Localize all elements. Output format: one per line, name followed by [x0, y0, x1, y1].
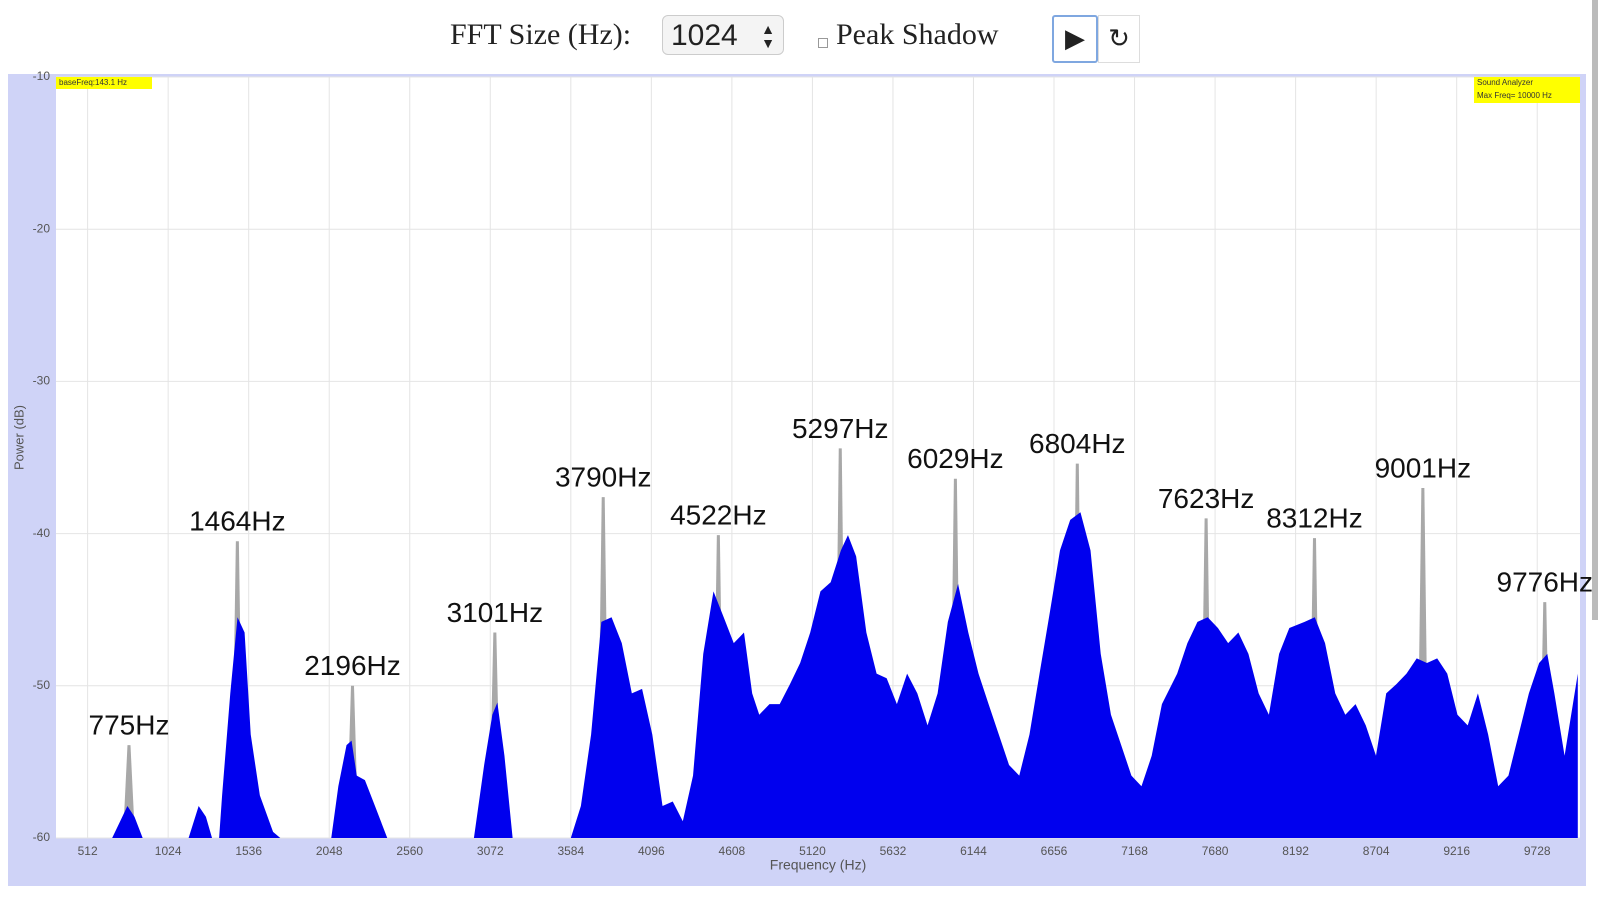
x-tick-label: 7680 [1202, 844, 1229, 858]
x-tick-label: 9728 [1524, 844, 1551, 858]
fft-select[interactable]: 1024 ▲ ▼ [662, 15, 784, 55]
peak-label: 2196Hz [304, 650, 401, 681]
y-tick-label: -20 [33, 221, 51, 235]
x-tick-label: 2560 [396, 844, 423, 858]
play-button[interactable]: ▶ [1052, 15, 1098, 63]
peak-label: 8312Hz [1266, 503, 1363, 534]
peak-label: 6804Hz [1029, 428, 1126, 459]
x-tick-label: 4096 [638, 844, 665, 858]
y-axis-label: Power (dB) [11, 405, 26, 470]
info-box [1474, 77, 1580, 103]
x-tick-label: 6656 [1041, 844, 1068, 858]
peak-label: 9776Hz [1497, 566, 1594, 597]
spectrum-area [56, 512, 1578, 838]
info-box [56, 77, 152, 89]
x-tick-label: 5632 [880, 844, 907, 858]
x-tick-label: 3072 [477, 844, 504, 858]
peak-label: 9001Hz [1375, 452, 1472, 483]
reset-button[interactable]: ↻ [1098, 15, 1140, 63]
x-tick-label: 8192 [1282, 844, 1309, 858]
peak-label: 3101Hz [447, 597, 544, 628]
toolbar: FFT Size (Hz): 1024 ▲ ▼ Peak Shadow ▶ ↻ [0, 0, 1600, 72]
y-tick-label: -30 [33, 374, 51, 388]
x-tick-label: 8704 [1363, 844, 1390, 858]
y-tick-label: -40 [33, 526, 51, 540]
peak-label: 6029Hz [907, 443, 1004, 474]
peak-label: 4522Hz [670, 500, 767, 531]
info-right: Sound Analyzer [1477, 78, 1533, 87]
info-left: baseFreq:143.1 Hz [59, 78, 127, 87]
y-tick-label: -10 [33, 69, 51, 83]
x-axis-label: Frequency (Hz) [770, 857, 866, 873]
info-right: Max Freq= 10000 Hz [1477, 91, 1552, 100]
peak-label: 775Hz [89, 710, 170, 741]
fft-value: 1024 [671, 19, 738, 52]
x-tick-label: 5120 [799, 844, 826, 858]
y-tick-label: -60 [33, 830, 51, 844]
shadow-label: Peak Shadow [836, 18, 999, 51]
fft-label: FFT Size (Hz): [450, 18, 632, 51]
x-tick-label: 512 [78, 844, 98, 858]
x-tick-label: 3584 [557, 844, 584, 858]
x-tick-label: 7168 [1121, 844, 1148, 858]
y-tick-label: -50 [33, 678, 51, 692]
scrollbar[interactable] [1592, 0, 1598, 620]
peak-label: 5297Hz [792, 413, 889, 444]
x-tick-label: 1024 [155, 844, 182, 858]
peak-label: 3790Hz [555, 461, 652, 492]
peak-label: 1464Hz [189, 506, 286, 537]
x-tick-label: 1536 [235, 844, 262, 858]
x-tick-label: 9216 [1443, 844, 1470, 858]
spinner: ▲ ▼ [761, 21, 775, 51]
shadow-checkbox[interactable] [818, 38, 828, 48]
peak-label: 7623Hz [1158, 483, 1255, 514]
x-tick-label: 4608 [719, 844, 746, 858]
x-tick-label: 6144 [960, 844, 987, 858]
x-tick-label: 2048 [316, 844, 343, 858]
